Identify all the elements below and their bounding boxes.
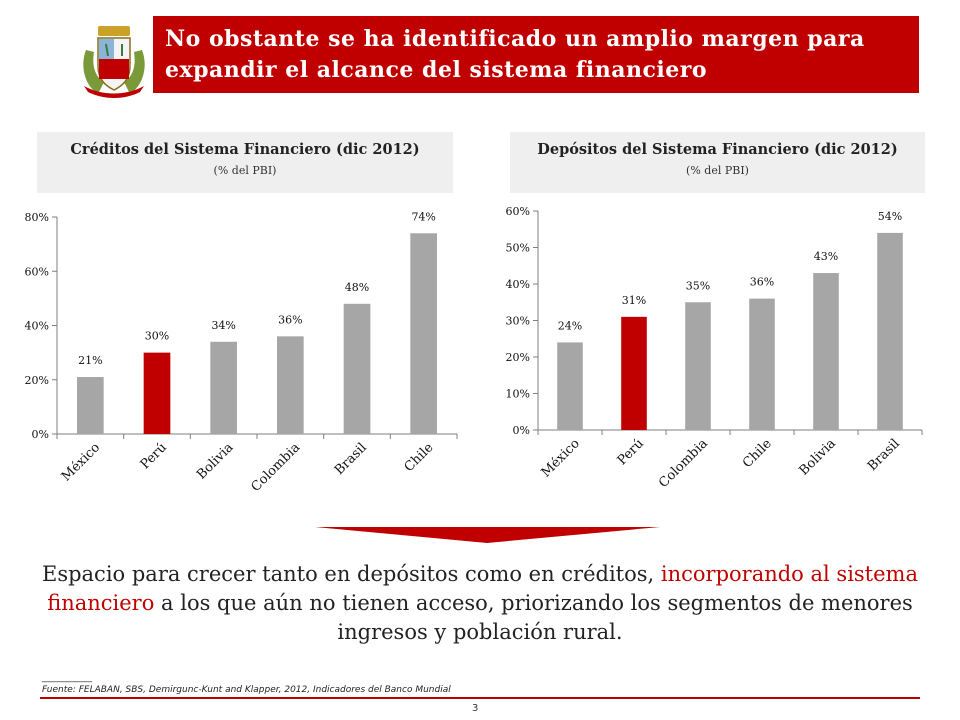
credits-bar-1 bbox=[143, 352, 171, 434]
deposits-category-label: Chile bbox=[740, 436, 775, 471]
deposits-bar-3 bbox=[749, 298, 775, 430]
credits-bar-3 bbox=[277, 336, 304, 434]
credits-bar-5 bbox=[410, 233, 437, 434]
deposits-y-tick-label: 40% bbox=[506, 278, 530, 291]
deposits-y-tick-label: 50% bbox=[506, 242, 530, 255]
message-highlight: incorporando al sistema financiero bbox=[47, 562, 918, 615]
deposits-category-label: Perú bbox=[615, 436, 647, 468]
credits-data-label: 34% bbox=[211, 319, 235, 332]
credits-y-tick-label: 80% bbox=[25, 211, 49, 224]
slide-title-line-1: No obstante se ha identificado un amplio… bbox=[165, 26, 865, 52]
credits-chart-header: Créditos del Sistema Financiero (dic 201… bbox=[37, 132, 453, 193]
deposits-bar-0 bbox=[557, 342, 583, 430]
deposits-y-tick-label: 10% bbox=[506, 388, 530, 401]
down-arrow-icon bbox=[315, 527, 660, 543]
deposits-bar-5 bbox=[877, 232, 903, 430]
message-text-2: a los que aún no tienen acceso, prioriza… bbox=[154, 591, 913, 644]
credits-bar-4 bbox=[343, 303, 371, 434]
deposits-category-label: Brasil bbox=[865, 436, 903, 474]
credits-data-label: 21% bbox=[78, 354, 102, 367]
deposits-bar-4 bbox=[813, 273, 839, 430]
deposits-bar-1 bbox=[621, 316, 647, 430]
deposits-data-label: 24% bbox=[558, 319, 582, 332]
credits-bar-0 bbox=[77, 377, 104, 434]
deposits-category-label: México bbox=[539, 436, 583, 480]
slide-title-line-2: expandir el alcance del sistema financie… bbox=[165, 57, 708, 83]
credits-y-tick-label: 40% bbox=[25, 320, 49, 333]
deposits-chart-subtitle: (% del PBI) bbox=[686, 164, 749, 177]
footnote-separator: __________ bbox=[42, 672, 92, 683]
slide-title-banner: No obstante se ha identificado un amplio… bbox=[153, 16, 919, 93]
deposits-y-tick-label: 0% bbox=[513, 424, 530, 437]
credits-data-label: 30% bbox=[145, 330, 169, 343]
deposits-chart-title: Depósitos del Sistema Financiero (dic 20… bbox=[537, 141, 898, 158]
credits-bar-chart: 0%20%40%60%80%21%México30%Perú34%Bolivia… bbox=[25, 210, 458, 495]
deposits-data-label: 36% bbox=[750, 276, 774, 289]
credits-chart-subtitle: (% del PBI) bbox=[213, 164, 277, 177]
credits-y-tick-label: 60% bbox=[25, 265, 49, 278]
coat-of-arms-logo bbox=[83, 26, 145, 98]
credits-y-tick-label: 0% bbox=[32, 428, 49, 441]
deposits-y-tick-label: 30% bbox=[506, 315, 530, 328]
credits-bar-2 bbox=[210, 341, 237, 434]
credits-y-tick-label: 20% bbox=[25, 374, 49, 387]
credits-data-label: 36% bbox=[278, 313, 302, 326]
credits-data-label: 48% bbox=[345, 281, 369, 294]
credits-data-label: 74% bbox=[411, 210, 435, 223]
deposits-chart-header: Depósitos del Sistema Financiero (dic 20… bbox=[510, 132, 925, 193]
deposits-y-tick-label: 20% bbox=[506, 351, 530, 364]
conclusion-message: Espacio para crecer tanto en depósitos c… bbox=[40, 560, 920, 647]
deposits-y-tick-label: 60% bbox=[506, 205, 530, 218]
deposits-bar-2 bbox=[685, 302, 711, 430]
deposits-data-label: 35% bbox=[686, 279, 710, 292]
deposits-category-label: Bolivia bbox=[796, 436, 839, 479]
message-text-1: Espacio para crecer tanto en depósitos c… bbox=[41, 562, 661, 586]
deposits-bar-chart: 0% 10% 20% 30% 40% 50% 60% 24% México 31% Perú 35% C… bbox=[506, 205, 923, 491]
footer-rule bbox=[40, 697, 920, 699]
page-number: 3 bbox=[472, 703, 479, 714]
deposits-data-label: 43% bbox=[814, 250, 838, 263]
deposits-data-label: 54% bbox=[878, 210, 902, 223]
deposits-category-label: Colombia bbox=[656, 436, 711, 491]
deposits-data-label: 31% bbox=[622, 294, 646, 307]
source-note: Fuente: FELABAN, SBS, Demirgunc-Kunt and… bbox=[42, 685, 451, 695]
credits-chart-title: Créditos del Sistema Financiero (dic 201… bbox=[70, 141, 420, 158]
